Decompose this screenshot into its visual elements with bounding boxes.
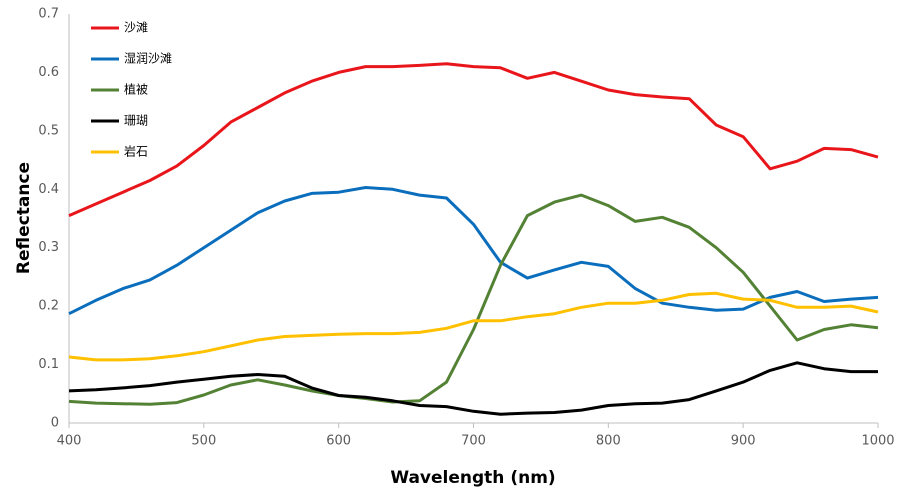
legend-label: 湿润沙滩	[124, 51, 172, 66]
y-tick-label: 0.5	[38, 123, 59, 138]
x-tick-label: 400	[57, 434, 82, 449]
y-tick-label: 0.6	[38, 65, 59, 80]
x-tick-label: 900	[731, 434, 756, 449]
y-axis-title: Reflectance	[14, 162, 34, 274]
x-tick-label: 700	[461, 434, 486, 449]
y-tick-label: 0.4	[38, 182, 59, 197]
x-tick-label: 500	[191, 434, 216, 449]
y-tick-label: 0.1	[38, 357, 59, 372]
x-tick-label: 800	[596, 434, 621, 449]
x-axis-title: Wavelength (nm)	[390, 468, 555, 488]
legend-label: 植被	[124, 82, 148, 97]
y-tick-label: 0.7	[38, 7, 59, 22]
line-series	[68, 291, 879, 362]
y-tick-label: 0.3	[38, 240, 59, 255]
y-tick-label: 0	[51, 416, 59, 431]
legend-label: 岩石	[124, 144, 148, 159]
line-series	[68, 62, 879, 217]
legend-label: 珊瑚	[124, 113, 148, 128]
y-tick-label: 0.2	[38, 299, 59, 314]
x-tick-label: 1000	[861, 434, 894, 449]
line-series	[68, 186, 879, 316]
line-series	[68, 361, 878, 416]
x-tick-label: 600	[326, 434, 351, 449]
legend-label: 沙滩	[124, 21, 148, 35]
line-series	[68, 193, 879, 406]
